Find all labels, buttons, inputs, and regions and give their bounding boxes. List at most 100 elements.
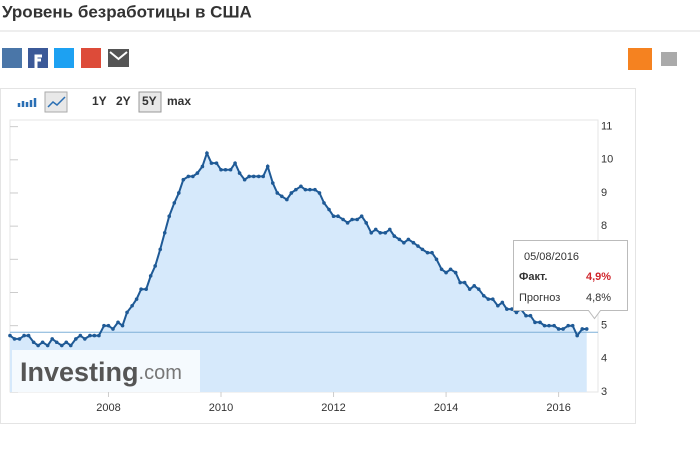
point <box>50 337 55 341</box>
point <box>12 337 17 341</box>
point <box>88 333 92 338</box>
googleplus-icon[interactable] <box>81 48 101 68</box>
point <box>458 280 462 285</box>
tooltip-date: 05/08/2016 <box>524 251 579 263</box>
point <box>434 257 439 262</box>
point <box>31 340 36 345</box>
point <box>472 284 477 288</box>
y-tick-label: 4 <box>601 353 607 365</box>
point <box>411 240 416 245</box>
range-button[interactable]: 5Y <box>142 94 157 108</box>
point <box>59 343 64 348</box>
point <box>308 187 312 192</box>
mail-glyph <box>109 51 128 61</box>
range-button[interactable]: 2Y <box>116 94 131 108</box>
point <box>336 214 340 218</box>
tooltip-box <box>513 240 628 320</box>
point <box>214 161 219 165</box>
y-tick-label: 3 <box>601 386 607 398</box>
point <box>369 230 374 235</box>
point <box>510 307 514 311</box>
alert-icon[interactable] <box>628 48 652 70</box>
point <box>566 323 570 328</box>
point <box>364 221 368 225</box>
facebook-glyph <box>34 54 42 68</box>
twitter-icon[interactable] <box>54 48 74 68</box>
x-tick-label: 2010 <box>209 402 233 414</box>
facebook-icon[interactable] <box>28 48 48 68</box>
point <box>561 327 565 331</box>
point <box>350 217 354 222</box>
point <box>303 187 308 192</box>
watermark-suffix: .com <box>139 362 182 384</box>
point <box>97 333 101 338</box>
bar-glyph <box>17 98 37 107</box>
range-button[interactable]: max <box>167 94 191 108</box>
point <box>383 230 388 235</box>
point <box>444 270 448 275</box>
selected-range <box>138 91 162 113</box>
point <box>247 174 251 179</box>
y-tick-label: 5 <box>601 320 607 332</box>
point <box>402 240 406 245</box>
point <box>575 333 579 338</box>
print-icon[interactable] <box>661 52 677 66</box>
point <box>26 333 31 338</box>
point <box>162 230 167 235</box>
point <box>83 337 87 341</box>
point <box>111 327 115 331</box>
point <box>237 171 242 175</box>
point <box>580 327 585 331</box>
point <box>139 287 143 291</box>
point <box>533 320 537 325</box>
point <box>289 191 294 195</box>
point <box>388 227 392 232</box>
point <box>416 244 420 248</box>
point <box>547 323 551 328</box>
point <box>228 167 233 172</box>
point <box>144 287 148 291</box>
point <box>116 320 120 325</box>
point <box>167 214 172 218</box>
point <box>68 343 73 348</box>
point <box>500 300 505 305</box>
point <box>496 303 500 308</box>
point <box>120 323 125 328</box>
point <box>462 280 467 285</box>
point <box>223 167 228 172</box>
point <box>378 230 383 235</box>
point <box>200 164 205 169</box>
point <box>453 270 458 275</box>
point <box>205 151 209 155</box>
point <box>420 247 425 252</box>
point <box>270 181 275 185</box>
point <box>74 337 78 341</box>
vk-icon[interactable] <box>2 48 22 68</box>
point <box>92 333 97 338</box>
tooltip-actual-value: 4,9% <box>586 271 611 283</box>
point <box>36 343 40 348</box>
share-icons <box>2 48 677 70</box>
x-tick-label: 2012 <box>321 402 345 414</box>
x-tick-label: 2014 <box>434 402 458 414</box>
point <box>148 274 153 278</box>
point <box>317 191 322 195</box>
point <box>345 221 350 225</box>
point <box>195 171 200 175</box>
range-button[interactable]: 1Y <box>92 94 107 108</box>
page-title: Уровень безработицы в США <box>2 2 252 21</box>
point <box>153 264 157 268</box>
point <box>538 320 542 325</box>
y-tick-label: 8 <box>601 220 607 232</box>
point <box>355 217 359 222</box>
watermark-bg <box>12 350 200 392</box>
point <box>448 267 453 272</box>
line-type-button[interactable] <box>44 91 68 113</box>
point <box>219 167 223 172</box>
point <box>22 333 26 338</box>
point <box>294 187 298 192</box>
point <box>265 164 270 169</box>
series-line <box>9 150 587 348</box>
